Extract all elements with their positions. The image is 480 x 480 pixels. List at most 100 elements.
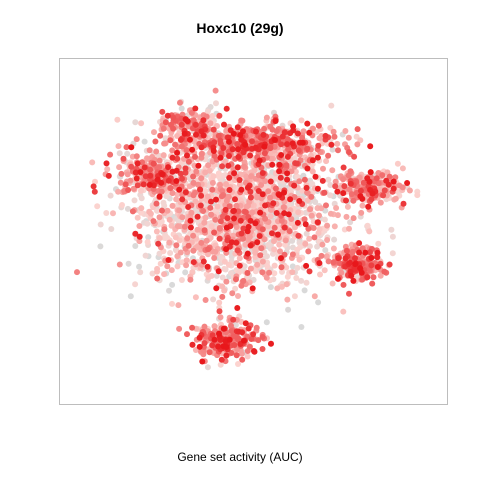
scatter-point xyxy=(276,168,283,175)
scatter-point xyxy=(217,314,224,321)
scatter-point xyxy=(296,178,303,185)
scatter-point xyxy=(207,120,214,127)
scatter-point xyxy=(159,171,166,178)
scatter-point xyxy=(267,206,274,213)
scatter-point xyxy=(122,181,129,188)
scatter-point xyxy=(212,216,219,223)
scatter-point xyxy=(202,297,209,303)
scatter-point xyxy=(204,193,211,200)
scatter-point xyxy=(274,285,281,292)
scatter-point xyxy=(156,152,163,159)
scatter-point xyxy=(379,172,386,179)
scatter-point xyxy=(345,134,352,141)
scatter-point xyxy=(190,247,197,254)
scatter-point xyxy=(259,346,266,352)
scatter-point xyxy=(206,349,213,356)
scatter-point xyxy=(116,164,123,171)
scatter-point xyxy=(133,153,140,160)
scatter-point xyxy=(201,340,208,347)
scatter-point xyxy=(334,212,341,219)
scatter-point xyxy=(190,259,197,266)
scatter-point xyxy=(219,213,226,220)
scatter-point xyxy=(248,336,255,342)
scatter-point xyxy=(368,262,375,269)
scatter-point xyxy=(170,114,177,121)
scatter-point xyxy=(343,247,350,254)
scatter-point xyxy=(125,260,132,267)
scatter-point xyxy=(320,165,326,172)
scatter-point xyxy=(299,134,306,141)
scatter-point xyxy=(189,146,196,153)
scatter-point xyxy=(301,287,308,294)
scatter-point xyxy=(197,186,204,193)
scatter-point xyxy=(154,207,160,214)
scatter-point xyxy=(298,277,305,284)
scatter-point xyxy=(342,128,349,134)
scatter-point xyxy=(252,144,259,151)
scatter-point xyxy=(310,225,317,231)
scatter-point xyxy=(196,334,203,341)
scatter-point xyxy=(295,232,302,239)
scatter-point xyxy=(223,105,230,112)
scatter-point xyxy=(157,132,164,139)
scatter-point xyxy=(205,246,212,253)
scatter-point xyxy=(138,205,145,212)
scatter-point xyxy=(213,196,219,203)
scatter-point xyxy=(296,256,303,263)
scatter-point xyxy=(294,246,301,253)
scatter-point xyxy=(238,230,245,237)
scatter-point xyxy=(240,277,247,284)
scatter-point xyxy=(179,214,186,221)
scatter-point xyxy=(414,192,421,199)
scatter-point xyxy=(183,262,190,269)
scatter-point xyxy=(262,202,269,209)
scatter-point xyxy=(210,173,217,180)
scatter-point xyxy=(340,164,347,171)
scatter-point xyxy=(265,188,272,195)
scatter-point xyxy=(357,187,364,194)
scatter-point xyxy=(224,237,231,244)
scatter-point xyxy=(346,149,352,156)
scatter-point xyxy=(136,263,143,270)
scatter-point xyxy=(249,138,255,145)
scatter-point xyxy=(294,219,301,226)
scatter-point xyxy=(219,293,226,300)
scatter-point xyxy=(263,319,270,326)
scatter-point xyxy=(272,137,278,143)
scatter-point xyxy=(223,197,230,204)
scatter-point xyxy=(118,170,125,177)
scatter-point xyxy=(202,214,209,221)
x-axis-label: Gene set activity (AUC) xyxy=(177,450,303,464)
scatter-point xyxy=(206,167,213,174)
scatter-point xyxy=(271,238,277,245)
scatter-point xyxy=(330,259,337,266)
scatter-point xyxy=(319,177,326,184)
scatter-point xyxy=(104,166,111,173)
scatter-point xyxy=(213,100,219,107)
scatter-point xyxy=(347,219,354,226)
scatter-point xyxy=(321,216,328,223)
scatter-point xyxy=(325,152,332,159)
scatter-point xyxy=(299,139,306,146)
scatter-point xyxy=(252,268,259,275)
scatter-point xyxy=(259,269,266,276)
scatter-point xyxy=(210,296,217,303)
scatter-point xyxy=(267,145,274,152)
scatter-point xyxy=(179,196,186,203)
scatter-point xyxy=(173,167,180,174)
scatter-point xyxy=(141,138,148,145)
scatter-point xyxy=(347,168,354,175)
scatter-point xyxy=(264,263,271,270)
scatter-point xyxy=(349,248,356,255)
scatter-point xyxy=(362,249,369,256)
scatter-point xyxy=(336,260,343,267)
scatter-point xyxy=(215,132,222,139)
scatter-point xyxy=(245,223,252,230)
scatter-point xyxy=(92,178,98,185)
scatter-point xyxy=(242,209,249,216)
scatter-point xyxy=(167,250,174,256)
scatter-point xyxy=(390,185,397,192)
scatter-point xyxy=(244,250,251,257)
scatter-point xyxy=(177,170,184,177)
scatter-point xyxy=(281,129,288,136)
